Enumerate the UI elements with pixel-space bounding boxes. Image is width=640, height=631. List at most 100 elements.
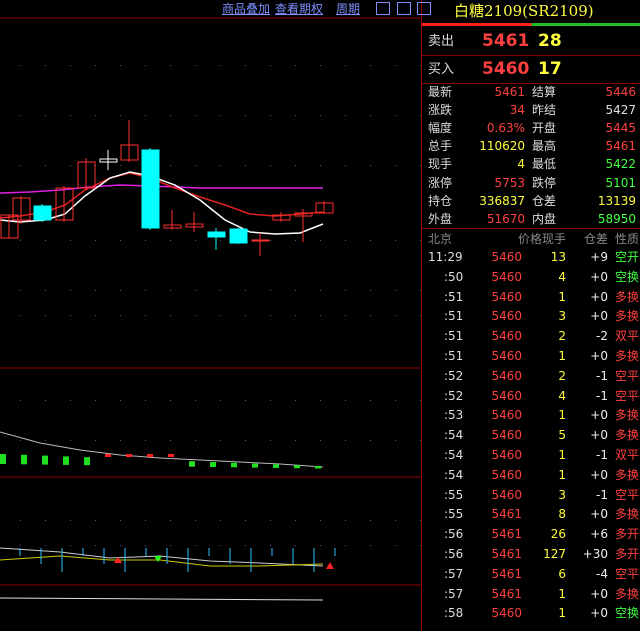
toolbar-button[interactable]: 商品叠加 bbox=[222, 2, 271, 16]
grid-dot bbox=[70, 290, 71, 291]
trade-change: +0 bbox=[590, 309, 608, 324]
grid-dot bbox=[20, 400, 21, 401]
trade-time: :57 bbox=[444, 586, 464, 601]
trade-type: 多换 bbox=[614, 507, 639, 522]
trade-time: :55 bbox=[444, 487, 464, 502]
candle-body bbox=[315, 202, 334, 214]
trade-time: :53 bbox=[444, 408, 464, 423]
trade-volume: 1 bbox=[558, 289, 566, 304]
grid-dot bbox=[45, 240, 46, 241]
trade-type: 空换 bbox=[614, 269, 639, 284]
grid-dot bbox=[145, 315, 146, 316]
grid-dot bbox=[195, 290, 196, 291]
grid-dot bbox=[420, 290, 421, 291]
grid-dot bbox=[20, 290, 21, 291]
grid-dot bbox=[45, 165, 46, 166]
trade-change: +0 bbox=[590, 269, 608, 284]
grid-dot bbox=[395, 520, 396, 521]
separator bbox=[422, 55, 640, 56]
grid-dot bbox=[145, 240, 146, 241]
quote-title: 白糖2109(SR2109) bbox=[454, 2, 594, 20]
grid-dot bbox=[370, 440, 371, 441]
stat-label: 跌停 bbox=[532, 175, 557, 190]
grid-dot bbox=[220, 400, 221, 401]
trade-change: +0 bbox=[590, 586, 608, 601]
grid-dot bbox=[220, 165, 221, 166]
grid-dot bbox=[195, 545, 196, 546]
grid-dot bbox=[295, 290, 296, 291]
stat-value: 0.63% bbox=[486, 121, 525, 136]
grid-dot bbox=[120, 520, 121, 521]
grid-dot bbox=[420, 440, 421, 441]
toolbar-icon[interactable] bbox=[376, 2, 390, 15]
trade-volume: 2 bbox=[558, 329, 566, 344]
indicator-bar bbox=[210, 462, 216, 467]
ma-line bbox=[0, 184, 323, 194]
grid-dot bbox=[145, 290, 146, 291]
stat-label: 最低 bbox=[532, 157, 557, 172]
trade-price: 5461 bbox=[491, 547, 522, 561]
indicator-bar bbox=[42, 455, 48, 465]
trade-time: 11:29 bbox=[428, 250, 463, 264]
trade-type: 空换 bbox=[614, 606, 639, 621]
grid-dot bbox=[295, 165, 296, 166]
grid-dot bbox=[370, 290, 371, 291]
candle-body bbox=[120, 144, 139, 161]
book-label: 买入 bbox=[428, 62, 455, 77]
grid-dot bbox=[195, 240, 196, 241]
grid-dot bbox=[145, 520, 146, 521]
grid-dot bbox=[420, 400, 421, 401]
grid-dot bbox=[220, 115, 221, 116]
grid-dot bbox=[370, 315, 371, 316]
candle-body bbox=[294, 212, 313, 217]
grid-dot bbox=[20, 315, 21, 316]
trade-volume: 1 bbox=[558, 349, 566, 363]
grid-dot bbox=[295, 240, 296, 241]
indicator-line bbox=[0, 555, 324, 567]
candle-body bbox=[77, 161, 96, 189]
grid-dot bbox=[120, 440, 121, 441]
grid-dot bbox=[45, 520, 46, 521]
trade-type: 双平 bbox=[614, 448, 639, 462]
grid-dot bbox=[370, 165, 371, 166]
grid-dot bbox=[170, 520, 171, 521]
trade-change: +0 bbox=[590, 349, 608, 363]
toolbar-button[interactable]: 查看期权 bbox=[275, 2, 324, 16]
grid-dot bbox=[270, 545, 271, 546]
grid-dot bbox=[295, 65, 296, 66]
grid-dot bbox=[245, 315, 246, 316]
grid-dot bbox=[170, 165, 171, 166]
grid-dot bbox=[170, 315, 171, 316]
trade-price: 5460 bbox=[491, 329, 522, 344]
grid-dot bbox=[270, 240, 271, 241]
stat-label: 持仓 bbox=[428, 193, 453, 208]
grid-dot bbox=[345, 400, 346, 401]
grid-dot bbox=[120, 65, 121, 66]
grid-dot bbox=[170, 545, 171, 546]
grid-dot bbox=[95, 440, 96, 441]
grid-dot bbox=[270, 440, 271, 441]
title-bar bbox=[422, 23, 640, 26]
trade-volume: 3 bbox=[558, 487, 566, 502]
grid-dot bbox=[270, 115, 271, 116]
stat-label: 总手 bbox=[428, 139, 453, 154]
toolbar-button[interactable]: 周期 bbox=[336, 2, 361, 16]
grid-dot bbox=[120, 115, 121, 116]
grid-dot bbox=[45, 65, 46, 66]
toolbar-icon[interactable] bbox=[417, 2, 431, 15]
trade-time: :54 bbox=[444, 448, 464, 462]
grid-dot bbox=[145, 545, 146, 546]
grid-dot bbox=[145, 65, 146, 66]
trade-price: 5460 bbox=[491, 448, 522, 462]
grid-dot bbox=[45, 440, 46, 441]
candle-body bbox=[0, 214, 19, 239]
trade-volume: 1 bbox=[558, 606, 566, 621]
grid-dot bbox=[245, 165, 246, 166]
stat-value: 336837 bbox=[479, 193, 525, 208]
candle-body bbox=[251, 239, 270, 242]
toolbar-icon[interactable] bbox=[397, 2, 411, 15]
trade-type: 空开 bbox=[614, 250, 639, 264]
grid-dot bbox=[345, 545, 346, 546]
grid-dot bbox=[120, 240, 121, 241]
trade-change: -2 bbox=[596, 329, 608, 344]
